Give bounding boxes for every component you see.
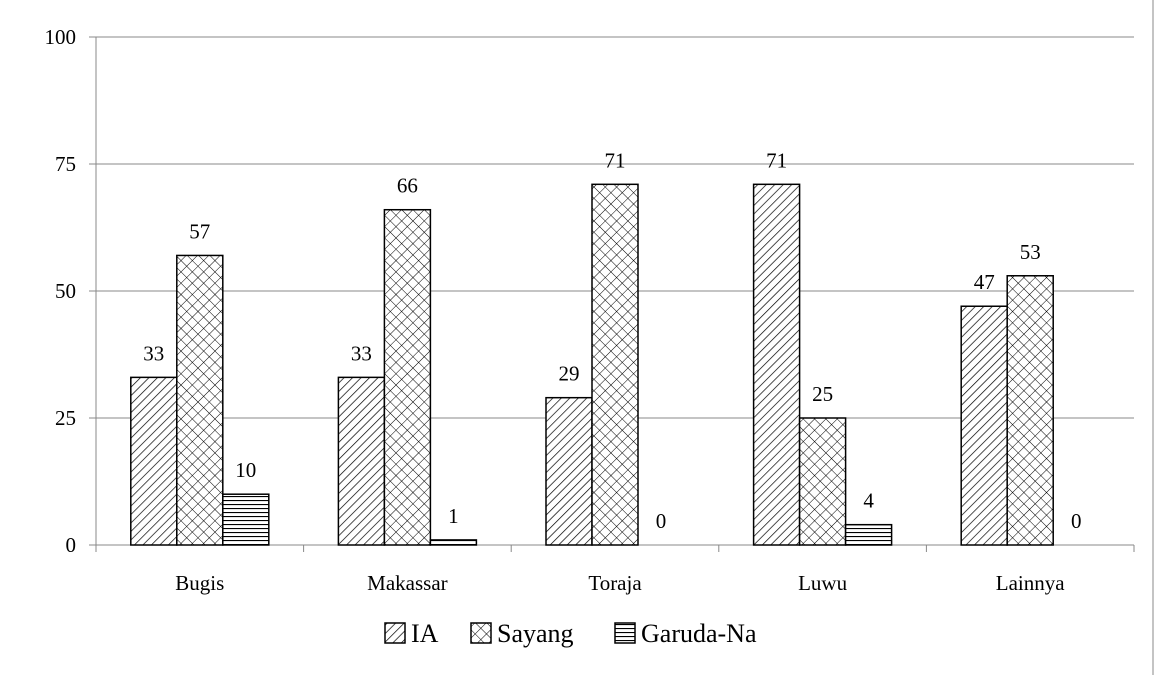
data-label: 0 [656, 509, 667, 533]
bar [960, 305, 1008, 546]
data-label: 57 [189, 219, 210, 243]
legend-label: IA [411, 619, 439, 648]
bar [176, 254, 224, 546]
y-tick-label: 0 [66, 533, 77, 557]
legend-swatch [384, 622, 406, 644]
legend-swatch [470, 622, 492, 644]
data-label: 1 [448, 504, 459, 528]
bars [130, 183, 1054, 546]
data-label: 66 [397, 174, 418, 198]
x-category-label: Bugis [175, 571, 224, 595]
x-category-label: Lainnya [996, 571, 1065, 595]
data-label: 25 [812, 382, 833, 406]
data-label: 29 [559, 362, 580, 386]
bar [337, 376, 386, 546]
data-label: 33 [351, 341, 372, 365]
bar [1006, 275, 1054, 546]
data-labels: 33 57 10 33 66 1 29 71 0 71 25 4 47 53 0 [143, 148, 1081, 533]
bar [591, 183, 639, 546]
data-label: 71 [766, 148, 787, 172]
bar [844, 523, 893, 546]
x-category-label: Makassar [367, 571, 447, 595]
data-label: 53 [1020, 240, 1041, 264]
data-label: 4 [863, 489, 874, 513]
bar [752, 183, 801, 546]
data-label: 71 [605, 148, 626, 172]
bar [798, 417, 847, 546]
data-label: 47 [974, 270, 995, 294]
y-tick-label: 50 [55, 279, 76, 303]
x-category-label: Toraja [588, 571, 642, 595]
y-tick-label: 75 [55, 152, 76, 176]
data-label: 0 [1071, 509, 1082, 533]
x-category-label: Luwu [798, 571, 847, 595]
bar [545, 396, 593, 546]
legend-label: Sayang [497, 619, 574, 648]
bar [429, 539, 478, 546]
legend: IA Sayang Garuda-Na [384, 619, 757, 648]
legend-label: Garuda-Na [641, 619, 757, 648]
y-tick-label: 25 [55, 406, 76, 430]
bar [222, 493, 270, 546]
legend-swatch [614, 622, 636, 644]
data-label: 33 [143, 341, 164, 365]
bar [130, 376, 178, 546]
y-tick-label: 100 [45, 25, 77, 49]
data-label: 10 [235, 458, 256, 482]
bar [383, 208, 432, 546]
